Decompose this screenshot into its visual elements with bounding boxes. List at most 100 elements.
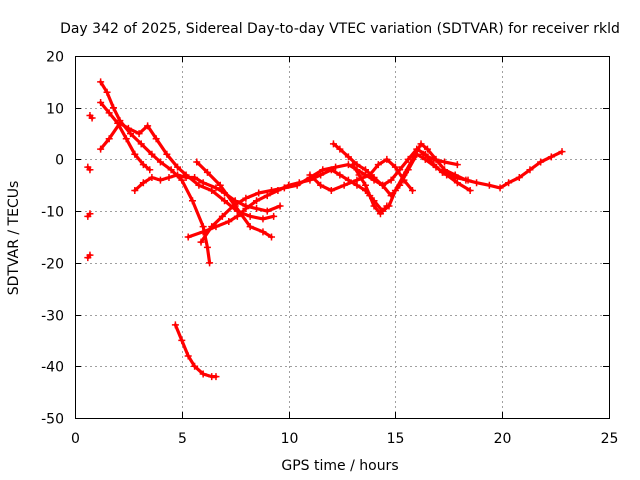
y-tick-label: -30	[41, 309, 64, 325]
data-point	[105, 109, 113, 117]
series-line	[173, 323, 218, 379]
y-tick-label: -40	[41, 360, 64, 376]
data-point	[423, 145, 431, 153]
data-point	[496, 184, 504, 192]
data-point	[124, 124, 132, 132]
data-point	[206, 259, 214, 267]
data-point	[441, 158, 449, 166]
data-point	[537, 158, 545, 166]
data-point	[212, 184, 220, 192]
data-point	[208, 223, 216, 231]
data-point	[184, 233, 192, 241]
data-point	[109, 104, 117, 112]
data-point	[197, 238, 205, 246]
data-point	[253, 205, 261, 213]
data-point	[404, 155, 412, 163]
data-point	[242, 194, 250, 202]
data-point	[421, 155, 429, 163]
series-line	[186, 142, 564, 239]
data-point	[105, 135, 113, 143]
data-point	[361, 166, 369, 174]
data-point	[383, 155, 391, 163]
data-point	[131, 150, 139, 158]
data-series-track-6	[84, 251, 94, 262]
data-point	[280, 184, 288, 192]
data-point	[135, 130, 143, 138]
data-point	[139, 161, 147, 169]
data-point	[355, 171, 363, 179]
data-point	[319, 166, 327, 174]
data-point	[430, 155, 438, 163]
data-point	[396, 181, 404, 189]
data-point	[329, 140, 337, 148]
data-point	[86, 251, 94, 259]
data-point	[361, 181, 369, 189]
x-tick-label: 0	[71, 431, 80, 447]
data-point	[167, 166, 175, 174]
data-point	[188, 197, 196, 205]
data-series-track-13	[329, 140, 474, 200]
data-point	[203, 168, 211, 176]
x-axis: 0 5 10 15 20 25	[71, 56, 618, 447]
data-point	[263, 207, 271, 215]
data-point	[306, 171, 314, 179]
data-point	[174, 163, 182, 171]
data-point	[526, 166, 534, 174]
data-point	[191, 362, 199, 370]
data-point	[419, 150, 427, 158]
plot-frame	[75, 56, 610, 419]
y-tick-label: 0	[55, 153, 64, 169]
data-point	[246, 212, 254, 220]
data-point	[370, 174, 378, 182]
data-point	[340, 181, 348, 189]
data-series-track-14	[349, 161, 391, 218]
y-tick-label: -10	[41, 205, 64, 221]
data-point	[193, 158, 201, 166]
data-series-track-15	[419, 150, 461, 169]
data-point	[88, 114, 96, 122]
data-point	[376, 210, 384, 218]
data-point	[246, 223, 254, 231]
data-point	[163, 150, 171, 158]
series-line	[421, 152, 459, 167]
data-point	[221, 197, 229, 205]
data-point	[453, 179, 461, 187]
data-point	[293, 181, 301, 189]
data-point	[387, 176, 395, 184]
data-point	[116, 119, 124, 127]
data-point	[199, 228, 207, 236]
data-series-track-4	[84, 163, 94, 174]
data-point	[199, 370, 207, 378]
data-point	[242, 205, 250, 213]
data-point	[86, 166, 94, 174]
data-point	[148, 150, 156, 158]
data-point	[233, 212, 241, 220]
data-point	[443, 171, 451, 179]
data-point	[255, 189, 263, 197]
x-tick-label: 20	[494, 431, 512, 447]
data-point	[383, 202, 391, 210]
data-series-track-5	[84, 210, 94, 220]
data-series-track-8	[131, 171, 284, 215]
data-point	[327, 186, 335, 194]
data-point	[379, 181, 387, 189]
data-point	[103, 88, 111, 96]
data-point	[182, 174, 190, 182]
data-point	[199, 179, 207, 187]
data-point	[225, 217, 233, 225]
data-point	[417, 140, 425, 148]
data-point	[212, 373, 220, 381]
data-point	[97, 99, 105, 107]
data-series-track-3	[86, 111, 96, 122]
data-series-track-10	[184, 140, 566, 241]
data-point	[218, 212, 226, 220]
x-axis-label: GPS time / hours	[281, 458, 398, 474]
data-point	[268, 233, 276, 241]
data-point	[374, 161, 382, 169]
data-point	[453, 161, 461, 169]
x-tick-label: 10	[281, 431, 299, 447]
y-tick-label: 20	[46, 50, 64, 66]
data-series-track-2	[97, 99, 154, 174]
data-point	[547, 153, 555, 161]
